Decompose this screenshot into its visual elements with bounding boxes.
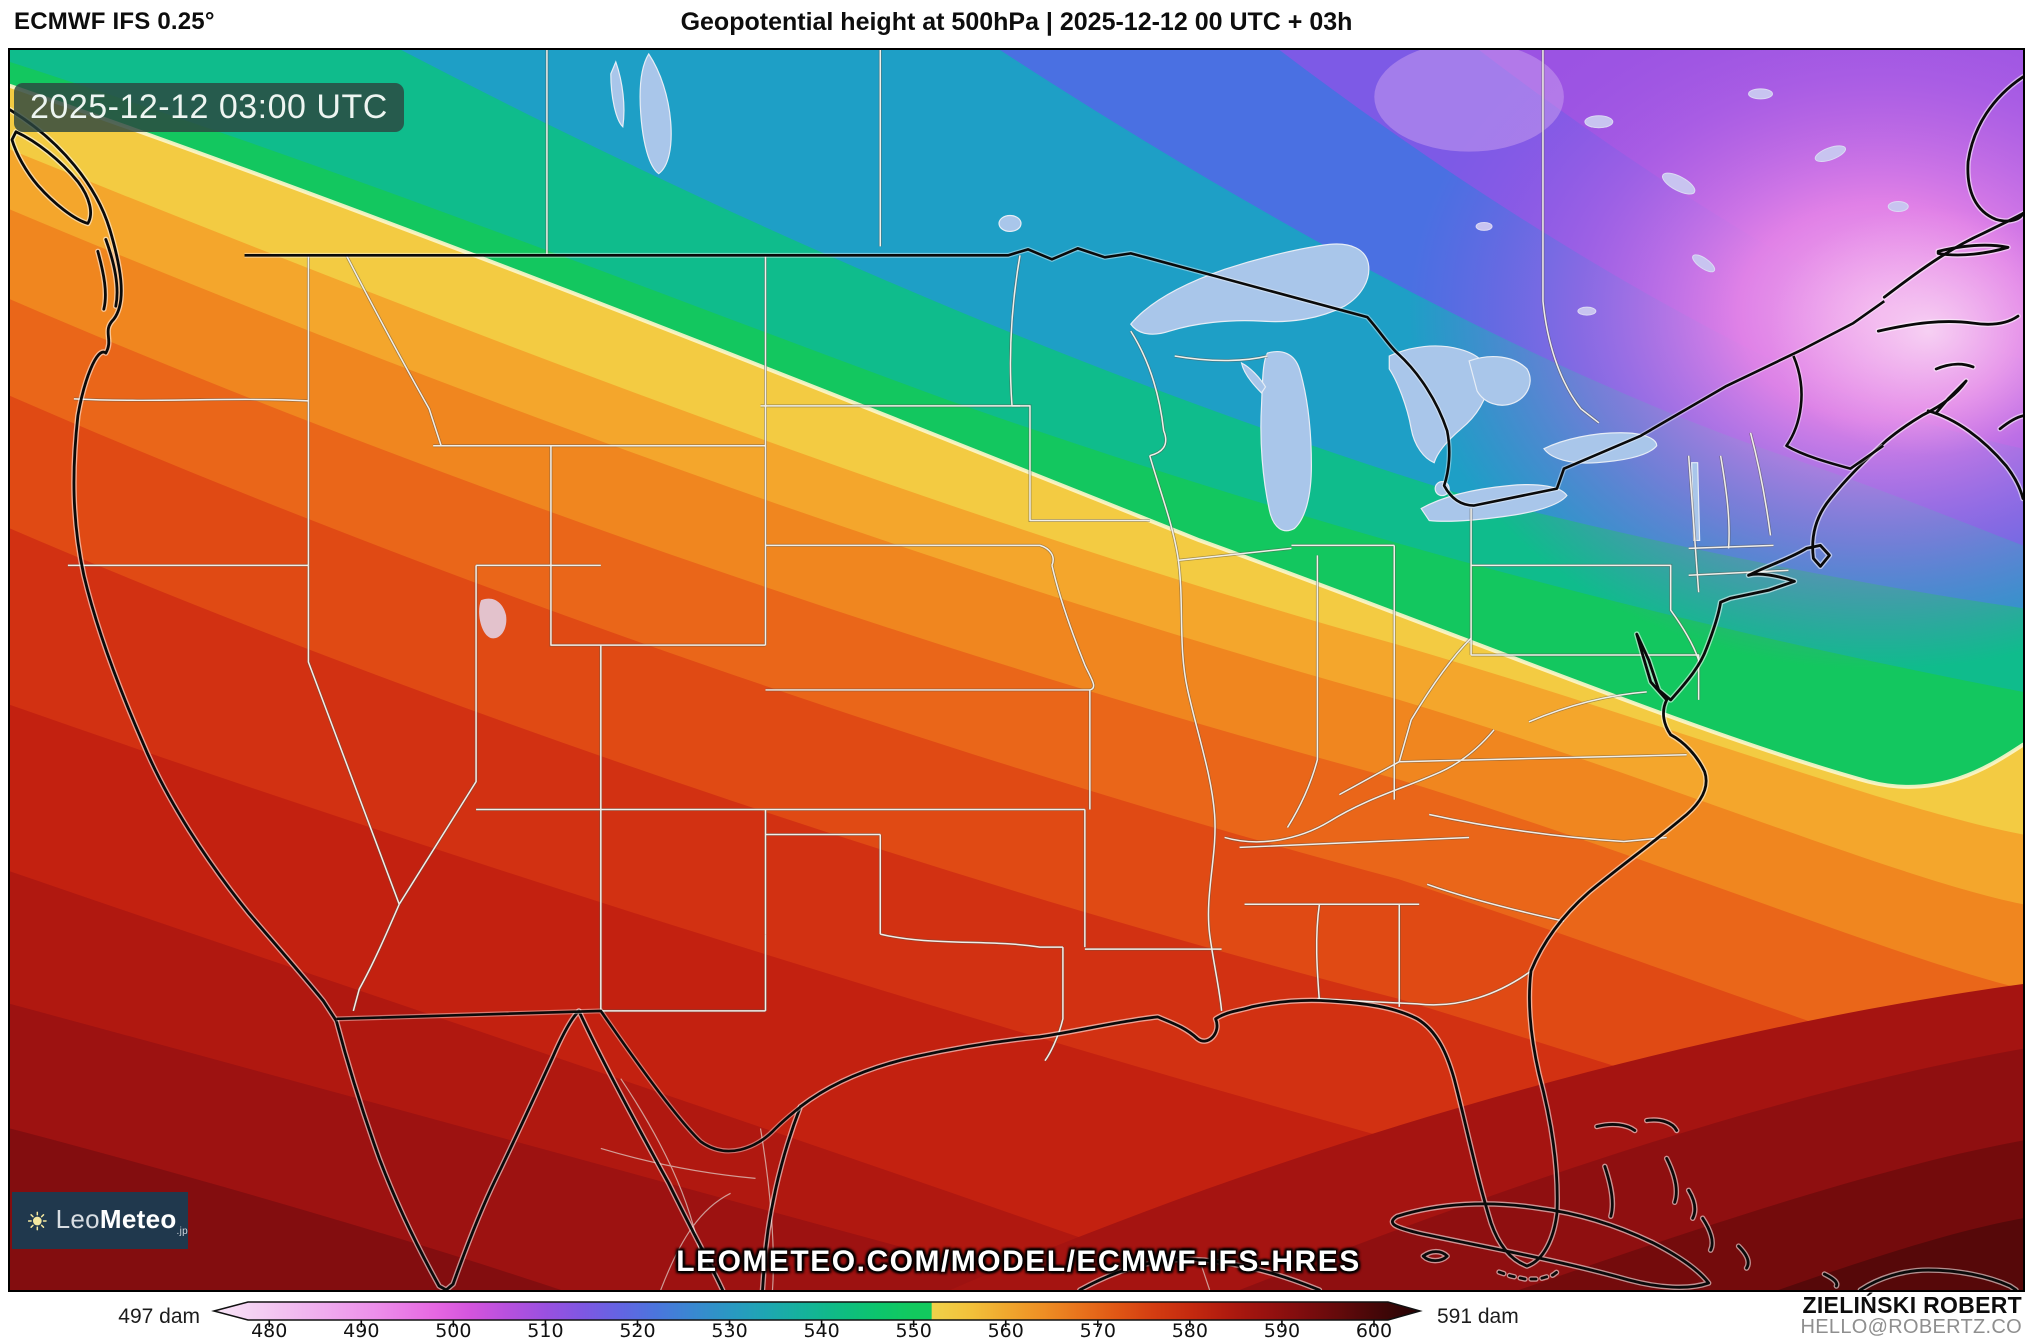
svg-text:570: 570: [1080, 1320, 1116, 1338]
svg-text:560: 560: [988, 1320, 1024, 1338]
svg-text:600: 600: [1356, 1320, 1392, 1338]
low-center-blob: [1409, 50, 2023, 670]
lake-michigan: [1260, 350, 1313, 532]
lake-winnipeg: [639, 52, 672, 175]
canadian-lakes: [1475, 88, 1909, 316]
great-salt-lake: [479, 598, 507, 639]
author-name: ZIELIŃSKI ROBERT: [1802, 1292, 2022, 1318]
svg-text:480: 480: [251, 1320, 287, 1338]
svg-text:550: 550: [896, 1320, 932, 1338]
lake-huron: [1388, 345, 1490, 464]
lake-of-the-woods: [998, 214, 1022, 233]
contour-bands: [10, 50, 2023, 1290]
svg-text:580: 580: [1172, 1320, 1208, 1338]
weather-map: 2025-12-12 03:00 UTC LeoMeteo.jp LEOMETE…: [8, 48, 2025, 1292]
iso-552-contour: [10, 83, 2023, 789]
sun-icon: [28, 1211, 47, 1230]
page-title: Geopotential height at 500hPa | 2025-12-…: [680, 8, 1353, 36]
colorbar-min-label: 497 dam: [118, 1305, 200, 1328]
svg-text:540: 540: [803, 1320, 839, 1338]
site-url-watermark: LEOMETEO.COM/MODEL/ECMWF-IFS-HRES: [676, 1245, 1361, 1278]
lake-superior: [1130, 243, 1370, 335]
geopotential-field-canvas: [10, 50, 2023, 1290]
svg-text:500: 500: [435, 1320, 471, 1338]
svg-text:490: 490: [343, 1320, 379, 1338]
colorbar-ticks: 480 490 500 510 520 530 540 550 560 570 580 590 600: [251, 1320, 1392, 1338]
logo-text: LeoMeteo.jp: [55, 1203, 188, 1238]
svg-text:530: 530: [711, 1320, 747, 1338]
georgian-bay: [1468, 356, 1531, 406]
timestamp-badge: 2025-12-12 03:00 UTC: [14, 83, 404, 132]
model-label: ECMWF IFS 0.25°: [14, 8, 215, 35]
colorbar-max-label: 591 dam: [1437, 1305, 1519, 1328]
svg-text:510: 510: [527, 1320, 563, 1338]
colorbar: 480 490 500 510 520 530 540 550 560 570 580 590 600: [211, 1301, 1423, 1338]
colorbar-ramp: [211, 1301, 1423, 1321]
svg-text:520: 520: [619, 1320, 655, 1338]
leometeo-logo: LeoMeteo.jp: [12, 1192, 188, 1249]
svg-text:590: 590: [1264, 1320, 1300, 1338]
author-email: HELLO@ROBERTZ.CO: [1800, 1316, 2022, 1338]
